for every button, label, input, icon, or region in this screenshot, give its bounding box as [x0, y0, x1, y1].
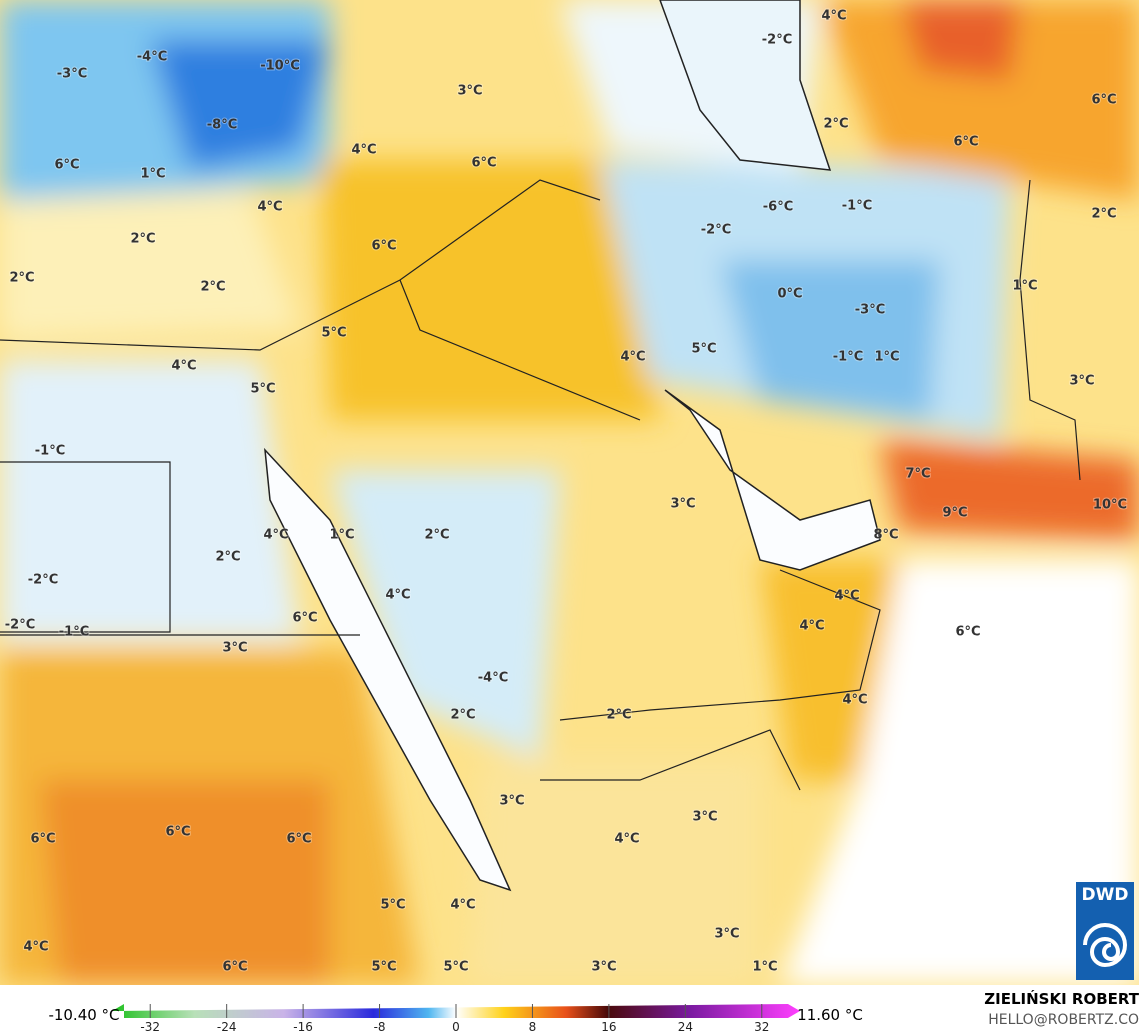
temperature-label: 6°C — [292, 611, 317, 626]
temperature-label: -8°C — [207, 118, 237, 133]
temperature-label: -2°C — [701, 223, 731, 238]
temperature-label: -3°C — [57, 67, 87, 82]
temperature-label: 2°C — [450, 708, 475, 723]
colorbar-tick-label: 16 — [601, 1020, 616, 1034]
temperature-label: 10°C — [1093, 498, 1127, 513]
temperature-label: 4°C — [799, 619, 824, 634]
temperature-label: -2°C — [28, 573, 58, 588]
temperature-label: 3°C — [499, 794, 524, 809]
colorbar-tick-label: -8 — [374, 1020, 386, 1034]
temperature-label: 4°C — [23, 940, 48, 955]
temperature-label: 2°C — [823, 117, 848, 132]
temperature-label: 4°C — [620, 350, 645, 365]
temperature-label: 4°C — [171, 359, 196, 374]
temperature-label: 6°C — [371, 239, 396, 254]
colorbar-max: 11.60 °C — [797, 1006, 863, 1024]
temperature-label: 4°C — [834, 589, 859, 604]
colorbar-tick-label: 0 — [452, 1020, 460, 1034]
temperature-label: 3°C — [457, 84, 482, 99]
temperature-label: -1°C — [833, 350, 863, 365]
colorbar-tick-label: -16 — [293, 1020, 313, 1034]
temperature-label: 5°C — [371, 960, 396, 975]
map-background — [0, 0, 1139, 985]
temperature-label: 9°C — [942, 506, 967, 521]
temperature-label: 4°C — [257, 200, 282, 215]
temperature-label: 4°C — [385, 588, 410, 603]
temperature-label: 7°C — [905, 467, 930, 482]
temperature-label: 4°C — [351, 143, 376, 158]
temperature-label: 6°C — [953, 135, 978, 150]
temperature-label: 1°C — [752, 960, 777, 975]
temperature-label: 1°C — [140, 167, 165, 182]
temperature-label: -3°C — [855, 303, 885, 318]
temperature-label: 3°C — [670, 497, 695, 512]
temperature-label: 6°C — [286, 832, 311, 847]
map-labels: -10°C -4°C -3°C -8°C 3°C 4°C 6°C 1°C 6°C 4°C 2°C 6°… — [4, 8, 1128, 976]
temperature-label: 3°C — [714, 927, 739, 942]
temperature-label: 2°C — [200, 280, 225, 295]
temperature-label: 2°C — [9, 271, 34, 286]
temperature-label: -2°C — [762, 33, 792, 48]
temperature-label: -1°C — [59, 625, 89, 640]
credit-author: ZIELIŃSKI ROBERT — [984, 989, 1139, 1008]
colorbar-tick-label: 24 — [678, 1020, 693, 1034]
logo-text: DWD — [1082, 885, 1129, 905]
temperature-label: -1°C — [842, 199, 872, 214]
colorbar-tick-label: -24 — [217, 1020, 237, 1034]
temperature-label: 1°C — [1012, 279, 1037, 294]
credit-email: HELLO@ROBERTZ.CO — [988, 1012, 1139, 1028]
temperature-label: 4°C — [263, 528, 288, 543]
temperature-label: 5°C — [250, 382, 275, 397]
temperature-label: 2°C — [130, 232, 155, 247]
temperature-label: 1°C — [329, 528, 354, 543]
temperature-label: -2°C — [5, 618, 35, 633]
temperature-label: 4°C — [450, 898, 475, 913]
temperature-label: 6°C — [471, 156, 496, 171]
colorbar-tick-label: 8 — [529, 1020, 537, 1034]
temperature-label: 0°C — [777, 287, 802, 302]
temperature-label: 2°C — [1091, 207, 1116, 222]
temperature-label: 5°C — [321, 326, 346, 341]
temperature-label: 2°C — [424, 528, 449, 543]
logo-swirl — [1083, 923, 1127, 968]
temperature-label: 5°C — [443, 960, 468, 975]
colorbar-tick-label: 32 — [754, 1020, 769, 1034]
temperature-label: 3°C — [222, 641, 247, 656]
temperature-label: 4°C — [842, 693, 867, 708]
temperature-label: 6°C — [222, 960, 247, 975]
colorbar-min: -10.40 °C — [48, 1006, 119, 1024]
temperature-label: 4°C — [614, 832, 639, 847]
temperature-label: 6°C — [30, 832, 55, 847]
temperature-label: 6°C — [955, 625, 980, 640]
temperature-label: -10°C — [260, 59, 300, 74]
temperature-label: 8°C — [873, 528, 898, 543]
temperature-label: 3°C — [591, 960, 616, 975]
temperature-label: 6°C — [1091, 93, 1116, 108]
temperature-label: 3°C — [1069, 374, 1094, 389]
temperature-label: -4°C — [478, 671, 508, 686]
temperature-label: 4°C — [821, 9, 846, 24]
temperature-label: 5°C — [691, 342, 716, 357]
temperature-label: 5°C — [380, 898, 405, 913]
temperature-label: -1°C — [35, 444, 65, 459]
temperature-label: 6°C — [54, 158, 79, 173]
temperature-label: -6°C — [763, 200, 793, 215]
temperature-label: 1°C — [874, 350, 899, 365]
temperature-label: 3°C — [692, 810, 717, 825]
temperature-label: 6°C — [165, 825, 190, 840]
temperature-label: 2°C — [215, 550, 240, 565]
temperature-label: -4°C — [137, 50, 167, 65]
colorbar-tick-label: -32 — [140, 1020, 160, 1034]
temperature-label: 2°C — [606, 708, 631, 723]
